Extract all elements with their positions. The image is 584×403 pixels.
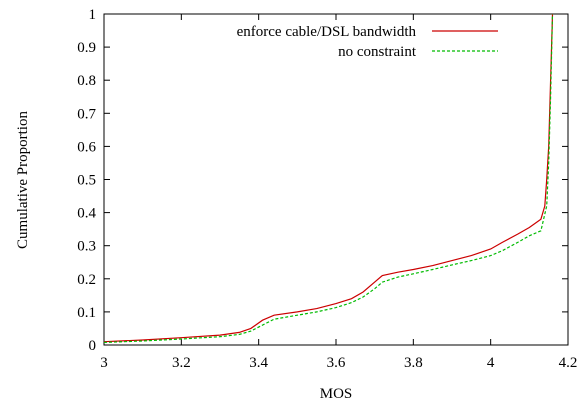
x-tick-label-3: 3.6: [327, 355, 346, 371]
x-tick-label-6: 4.2: [559, 355, 578, 371]
x-tick-label-1: 3.2: [172, 355, 191, 371]
x-tick-label-0: 3: [100, 355, 108, 371]
legend: enforce cable/DSL bandwidth no constrain…: [237, 24, 498, 60]
y-tick-label-0: 0: [89, 338, 97, 354]
y-tick-label-2: 0.2: [77, 272, 96, 288]
y-tick-label-9: 0.9: [77, 40, 96, 56]
y-tick-label-7: 0.7: [77, 106, 96, 122]
x-tick-label-2: 3.4: [249, 355, 268, 371]
plot-frame: [103, 13, 569, 346]
y-tick-label-5: 0.5: [77, 173, 96, 189]
y-tick-label-1: 0.1: [77, 305, 96, 321]
axis-ticks: 3 3.2 3.4 3.6 3.8 4 4.2 0 0.1 0.2 0.3 0.4 0.5 0.6 0.7 0…: [77, 7, 577, 371]
y-tick-label-4: 0.4: [77, 206, 96, 222]
series-line-1: [103, 13, 554, 343]
y-tick-label-6: 0.6: [77, 139, 96, 155]
y-tick-label-8: 0.8: [77, 73, 96, 89]
y-tick-label-10: 1: [89, 7, 97, 23]
x-tick-label-5: 4: [487, 355, 495, 371]
x-tick-label-4: 3.8: [404, 355, 423, 371]
legend-label-1: no constraint: [338, 44, 417, 60]
y-axis-title: Cumulative Proportion: [15, 111, 31, 249]
y-tick-label-3: 0.3: [77, 239, 96, 255]
x-axis-title: MOS: [320, 386, 353, 402]
legend-label-0: enforce cable/DSL bandwidth: [237, 24, 417, 40]
series-line-0: [103, 13, 554, 343]
series-layer: [103, 13, 554, 343]
